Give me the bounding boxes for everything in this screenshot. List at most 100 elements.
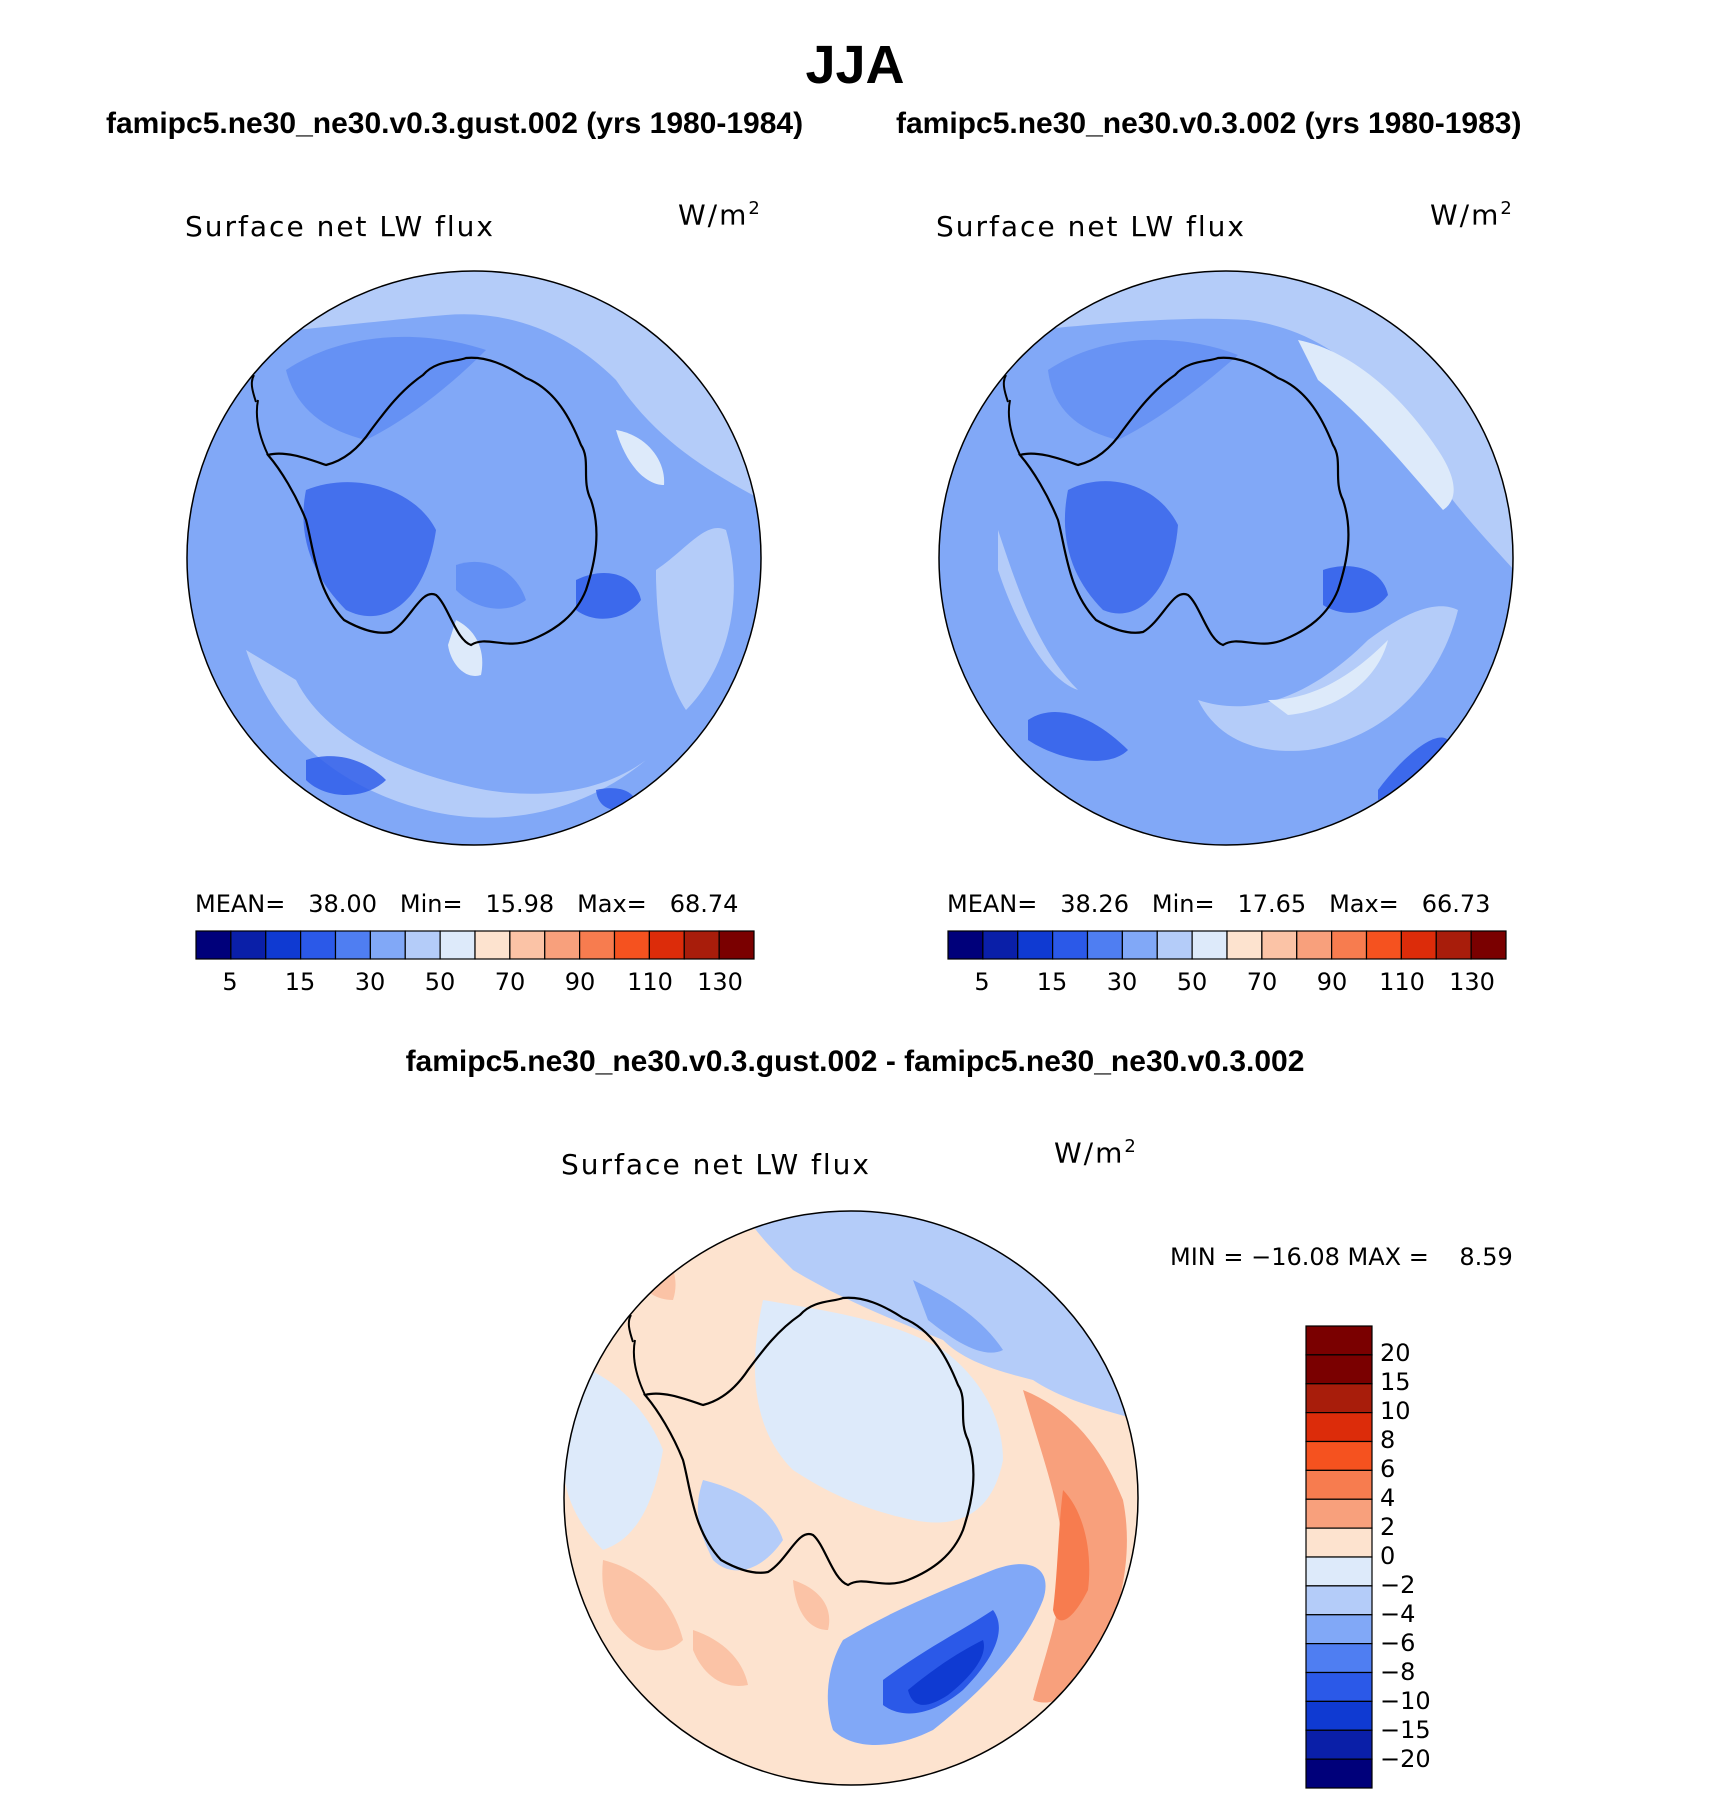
colorbar-swatch <box>1305 1700 1373 1731</box>
left-tick: 50 <box>424 968 456 996</box>
colorbar-swatch <box>1305 1527 1373 1558</box>
right-tick: 70 <box>1246 968 1278 996</box>
colorbar-swatch <box>195 930 232 960</box>
right-tick: 15 <box>1036 968 1068 996</box>
left-tick: 110 <box>627 968 673 996</box>
diff-map-boundary <box>563 1210 1139 1786</box>
left-antarctica-coastline <box>266 356 598 647</box>
right-tick: 110 <box>1379 968 1425 996</box>
diff-tick: −4 <box>1380 1600 1416 1628</box>
diff-tick: 0 <box>1380 1542 1396 1570</box>
colorbar-swatch <box>1305 1758 1373 1789</box>
left-colorbar <box>195 930 755 960</box>
colorbar-swatch <box>1296 930 1333 960</box>
colorbar-swatch <box>579 930 616 960</box>
colorbar-swatch <box>474 930 511 960</box>
left-map-boundary <box>186 270 762 846</box>
left-field-label: Surface net LW flux <box>185 210 495 243</box>
right-tick: 30 <box>1106 968 1138 996</box>
colorbar-swatch <box>1305 1671 1373 1702</box>
diff-peninsula-coastline <box>627 1314 646 1396</box>
colorbar-swatch <box>947 930 984 960</box>
right-colorbar-ticks: 5 15 30 50 70 90 110 130 <box>947 968 1507 998</box>
colorbar-swatch <box>230 930 267 960</box>
right-tick: 90 <box>1316 968 1348 996</box>
right-colorbar <box>947 930 1507 960</box>
colorbar-swatch <box>369 930 406 960</box>
diff-polar-map <box>563 1210 1139 1786</box>
colorbar-swatch <box>1156 930 1193 960</box>
left-map-field <box>187 271 761 845</box>
colorbar-swatch <box>1305 1643 1373 1674</box>
colorbar-swatch <box>648 930 685 960</box>
diff-tick: 6 <box>1380 1455 1396 1483</box>
right-stats: MEAN= 38.26 Min= 17.65 Max= 66.73 <box>947 890 1491 918</box>
colorbar-swatch <box>1305 1614 1373 1645</box>
diff-case-title: famipc5.ne30_ne30.v0.3.gust.002 - famipc… <box>405 1045 1305 1078</box>
diff-units: W/m2 <box>1054 1136 1138 1170</box>
right-tick: 5 <box>974 968 990 996</box>
colorbar-swatch <box>265 930 302 960</box>
diff-antarctica-coastline <box>643 1296 975 1587</box>
colorbar-swatch <box>404 930 441 960</box>
page-title: JJA <box>805 35 905 95</box>
colorbar-swatch <box>439 930 476 960</box>
colorbar-swatch <box>1365 930 1402 960</box>
diff-tick: −6 <box>1380 1629 1416 1657</box>
colorbar-swatch <box>334 930 371 960</box>
right-map-field <box>939 271 1513 845</box>
colorbar-swatch <box>1305 1412 1373 1443</box>
colorbar-swatch <box>1305 1556 1373 1587</box>
right-units: W/m2 <box>1430 198 1514 232</box>
left-tick: 30 <box>354 968 386 996</box>
left-stats: MEAN= 38.00 Min= 15.98 Max= 68.74 <box>195 890 739 918</box>
diff-colorbar-ticks: 20 15 10 8 6 4 2 0 −2 −4 −6 −8 −10 −15 −… <box>1380 1325 1470 1790</box>
diff-tick: 8 <box>1380 1426 1396 1454</box>
diff-tick: −2 <box>1380 1571 1416 1599</box>
colorbar-swatch <box>1400 930 1437 960</box>
diff-tick: 2 <box>1380 1513 1396 1541</box>
right-polar-map <box>938 270 1514 846</box>
colorbar-swatch <box>1305 1325 1373 1356</box>
diff-tick: 4 <box>1380 1484 1396 1512</box>
colorbar-swatch <box>1052 930 1089 960</box>
diff-field-label: Surface net LW flux <box>561 1148 871 1181</box>
right-case-title: famipc5.ne30_ne30.v0.3.002 (yrs 1980-198… <box>896 107 1522 140</box>
colorbar-swatch <box>1331 930 1368 960</box>
colorbar-swatch <box>1191 930 1228 960</box>
colorbar-swatch <box>1435 930 1472 960</box>
diff-tick: 20 <box>1380 1339 1411 1367</box>
left-tick: 90 <box>564 968 596 996</box>
colorbar-swatch <box>1305 1498 1373 1529</box>
colorbar-swatch <box>1261 930 1298 960</box>
colorbar-swatch <box>1305 1585 1373 1616</box>
colorbar-swatch <box>1121 930 1158 960</box>
diff-tick: −20 <box>1380 1745 1431 1773</box>
colorbar-swatch <box>1017 930 1054 960</box>
colorbar-swatch <box>1086 930 1123 960</box>
colorbar-swatch <box>1305 1354 1373 1385</box>
left-polar-map <box>186 270 762 846</box>
colorbar-swatch <box>982 930 1019 960</box>
colorbar-swatch <box>509 930 546 960</box>
left-tick: 130 <box>697 968 743 996</box>
diff-tick: 10 <box>1380 1397 1411 1425</box>
colorbar-swatch <box>613 930 650 960</box>
left-tick: 15 <box>284 968 316 996</box>
left-case-title: famipc5.ne30_ne30.v0.3.gust.002 (yrs 198… <box>106 107 804 140</box>
right-map-boundary <box>938 270 1514 846</box>
left-tick: 70 <box>494 968 526 996</box>
left-colorbar-ticks: 5 15 30 50 70 90 110 130 <box>195 968 755 998</box>
colorbar-swatch <box>1470 930 1507 960</box>
right-tick: 50 <box>1176 968 1208 996</box>
diff-tick: −15 <box>1380 1716 1431 1744</box>
colorbar-swatch <box>300 930 337 960</box>
colorbar-swatch <box>1305 1383 1373 1414</box>
colorbar-swatch <box>1305 1469 1373 1500</box>
right-tick: 130 <box>1449 968 1495 996</box>
diff-minmax: MIN = −16.08 MAX = 8.59 <box>1170 1243 1513 1271</box>
right-peninsula-coastline <box>1002 374 1021 456</box>
colorbar-swatch <box>1305 1729 1373 1760</box>
right-antarctica-coastline <box>1018 356 1350 647</box>
diff-tick: −8 <box>1380 1658 1416 1686</box>
